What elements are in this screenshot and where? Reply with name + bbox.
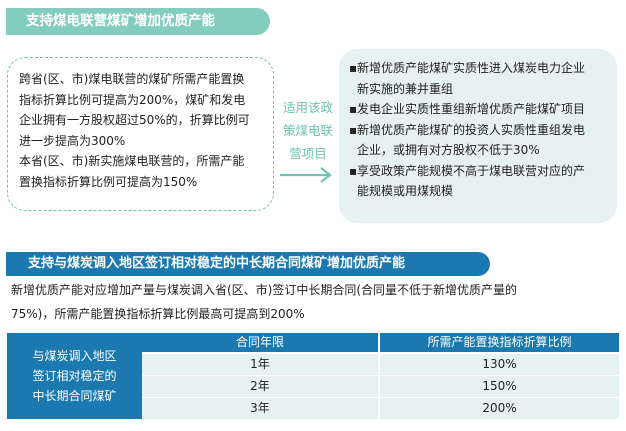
table-cell: 1年 [142,354,378,375]
contract-ratio-table: 与煤炭调入地区 签订相对稳定的 中长期合同煤矿 合同年限 所需产能置换指标折算比… [7,333,619,419]
bullet-icon: ▪ [349,61,358,75]
table-grid: 合同年限 所需产能置换指标折算比例 1年 130% 2年 150% 3年 200… [142,333,619,419]
list-item: ▪ 发电企业实质性重组新增优质产能煤矿项目 [349,99,611,120]
list-item: ▪ 享受政策产能规模不高于煤电联营对应的产 能规模或用煤规模 [349,161,611,202]
policy-line: 本省(区、市)新实施煤电联营的，所需产能 [19,154,245,168]
list-item-line: 新实施的兼并重组 [357,81,454,96]
list-item-line: 新增优质产能煤矿实质性进入煤炭电力企业 [357,61,586,75]
table-cell: 150% [380,376,619,397]
paragraph-line: 75%)，所需产能置换指标折算比例最高可提高到200% [11,307,305,321]
list-item-line: 企业，或拥有对方股权不低于30% [357,143,540,157]
project-list-box: ▪ 新增优质产能煤矿实质性进入煤炭电力企业 新实施的兼并重组 ▪ 发电企业实质性… [339,49,617,223]
bullet-icon: ▪ [349,163,358,178]
list-item-line: 享受政策产能规模不高于煤电联营对应的产 [357,163,586,178]
table-cell: 200% [380,398,619,419]
section2-paragraph: 新增优质产能对应增加产量与煤炭调入省(区、市)签订中长期合同(合同量不低于新增优… [11,278,617,326]
list-item-line: 发电企业实质性重组新增优质产能煤矿项目 [357,102,586,116]
column-header-term: 合同年限 [142,333,378,352]
policy-line: 跨省(区、市)煤电联营的煤矿所需产能置换 [19,72,245,86]
list-item: ▪ 新增优质产能煤矿的投资人实质性重组发电 企业，或拥有对方股权不低于30% [349,120,611,161]
list-item: ▪ 新增优质产能煤矿实质性进入煤炭电力企业 新实施的兼并重组 [349,58,611,99]
bullet-icon: ▪ [349,122,358,137]
list-item-line: 新增优质产能煤矿的投资人实质性重组发电 [357,122,586,137]
right-arrow-icon [280,167,332,183]
section1-banner: 支持煤电联营煤矿增加优质产能 [6,8,270,35]
column-header-ratio: 所需产能置换指标折算比例 [380,333,619,352]
section2-banner: 支持与煤炭调入地区签订相对稳定的中长期合同煤矿增加优质产能 [6,252,490,276]
paragraph-line: 新增优质产能对应增加产量与煤炭调入省(区、市)签订中长期合同(合同量不低于新增优… [11,283,518,297]
applicable-projects-label: 适用该政 策煤电联 营项目 [282,100,333,161]
list-item-line: 能规模或用煤规模 [357,184,454,198]
policy-line: 置换指标折算比例可提高为150% [19,174,198,189]
policy-line: 企业拥有一方股权超过50%的，折算比例可 [19,113,250,127]
table-row-header: 与煤炭调入地区 签订相对稳定的 中长期合同煤矿 [7,333,142,419]
policy-line: 进一步提高为300% [19,133,126,148]
table-cell: 3年 [142,398,378,419]
bullet-icon: ▪ [349,102,358,116]
policy-box: 跨省(区、市)煤电联营的煤矿所需产能置换 指标折算比例可提高为200%，煤矿和发… [7,57,274,211]
table-cell: 130% [380,354,619,375]
policy-line: 指标折算比例可提高为200%，煤矿和发电 [19,92,246,107]
table-cell: 2年 [142,376,378,397]
